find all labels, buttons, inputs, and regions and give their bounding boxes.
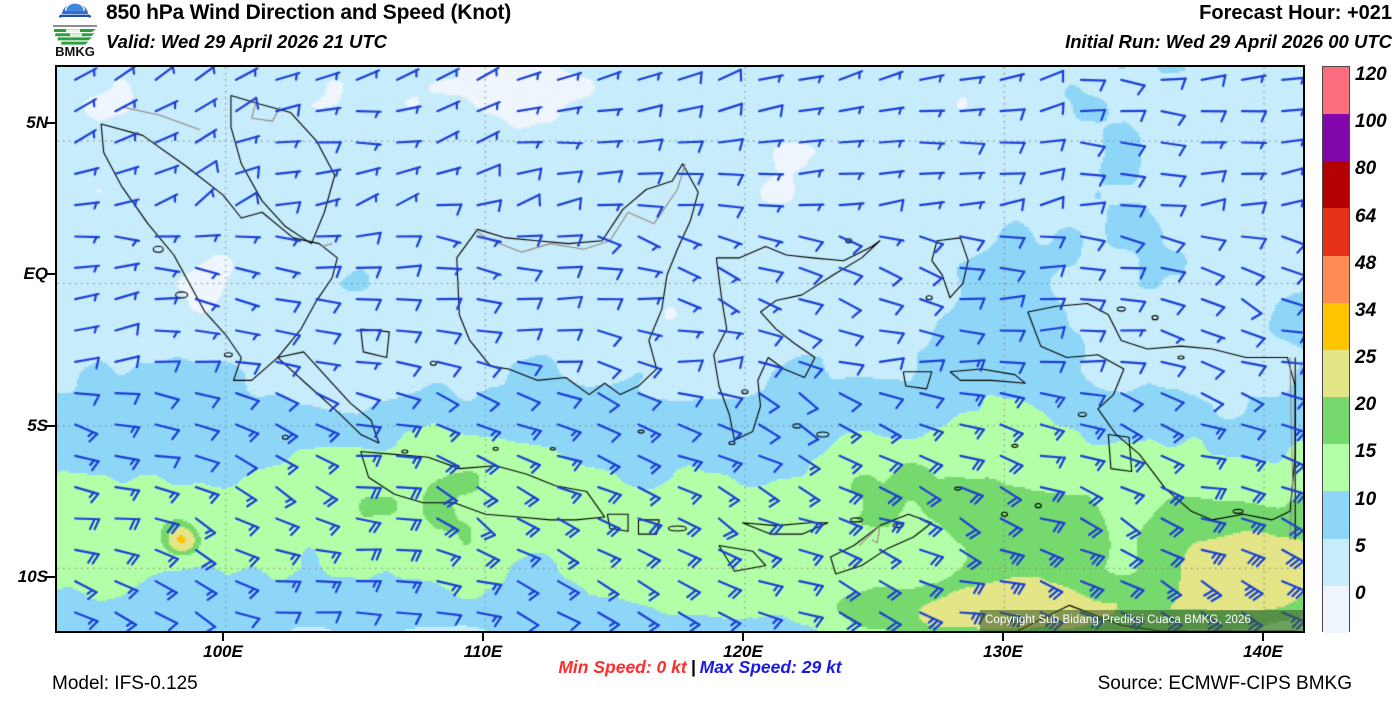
colorbar-labels: 0 5 10 15 20 25 34 48 64 80 100 120: [1355, 64, 1400, 632]
ytick-label-10s: 10S: [17, 567, 48, 586]
colorbar-tick-48: 48: [1355, 252, 1377, 274]
speed-separator: |: [690, 657, 696, 677]
colorbar-band-4: [1323, 397, 1349, 445]
colorbar-tick-10: 10: [1355, 488, 1377, 510]
colorbar-band-0: [1323, 585, 1349, 633]
initial-run: Initial Run: Wed 29 April 2026 00 UTC: [1065, 31, 1392, 52]
colorbar-tick-34: 34: [1355, 299, 1377, 321]
colorbar-tick-20: 20: [1355, 394, 1377, 416]
xtick-label-100e: 100E: [203, 642, 243, 661]
forecast-hour: Forecast Hour: +021: [1199, 2, 1392, 24]
xtick-mark-100e: [222, 633, 224, 641]
xtick-mark-140e: [1262, 633, 1264, 641]
colorbar: [1322, 66, 1350, 633]
copyright-watermark: Copyright Sub Bidang Prediksi Cuaca BMKG…: [980, 610, 1303, 631]
ytick-label-eq: EQ: [23, 264, 48, 283]
xtick-mark-110e: [482, 633, 484, 641]
colorbar-band-9: [1323, 161, 1349, 209]
page-title: 850 hPa Wind Direction and Speed (Knot): [106, 1, 512, 24]
colorbar-band-5: [1323, 349, 1349, 398]
colorbar-band-1: [1323, 538, 1349, 586]
colorbar-band-6: [1323, 302, 1349, 350]
colorbar-band-8: [1323, 208, 1349, 256]
colorbar-tick-5: 5: [1355, 535, 1366, 557]
svg-text:BMKG: BMKG: [55, 44, 95, 58]
map-plot-area: Copyright Sub Bidang Prediksi Cuaca BMKG…: [55, 65, 1305, 633]
wind-field-canvas: [57, 67, 1303, 631]
xtick-mark-130e: [1002, 633, 1004, 641]
bmkg-logo: BMKG: [46, 2, 104, 58]
ytick-mark-5s: [46, 425, 55, 427]
colorbar-tick-80: 80: [1355, 158, 1377, 180]
ytick-mark-5n: [46, 122, 55, 124]
colorbar-band-11: [1323, 67, 1349, 115]
colorbar-band-7: [1323, 255, 1349, 303]
xtick-label-120e: 120E: [723, 642, 763, 661]
colorbar-tick-25: 25: [1355, 347, 1377, 368]
colorbar-band-2: [1323, 491, 1349, 539]
colorbar-tick-0: 0: [1355, 582, 1366, 604]
colorbar-tick-120: 120: [1355, 64, 1387, 85]
header: BMKG 850 hPa Wind Direction and Speed (K…: [0, 0, 1400, 60]
valid-time: Valid: Wed 29 April 2026 21 UTC: [106, 31, 388, 52]
xtick-mark-120e: [742, 633, 744, 641]
max-speed-label: Max Speed: 29 kt: [699, 657, 842, 677]
colorbar-tick-15: 15: [1355, 441, 1377, 463]
min-speed-label: Min Speed: 0 kt: [558, 657, 687, 677]
colorbar-tick-100: 100: [1355, 111, 1387, 133]
ytick-mark-10s: [46, 576, 55, 578]
ytick-label-5n: 5N: [26, 113, 48, 132]
model-label: Model: IFS-0.125: [52, 673, 198, 694]
xtick-label-110e: 110E: [463, 642, 503, 661]
colorbar-band-3: [1323, 444, 1349, 492]
ytick-label-5s: 5S: [27, 416, 48, 435]
colorbar-tick-64: 64: [1355, 205, 1377, 227]
xtick-label-140e: 140E: [1243, 642, 1283, 661]
colorbar-band-10: [1323, 114, 1349, 162]
xtick-label-130e: 130E: [983, 642, 1023, 661]
speed-summary: Min Speed: 0 kt | Max Speed: 29 kt: [0, 657, 1400, 678]
source-label: Source: ECMWF-CIPS BMKG: [1097, 673, 1352, 694]
ytick-mark-eq: [46, 273, 55, 275]
